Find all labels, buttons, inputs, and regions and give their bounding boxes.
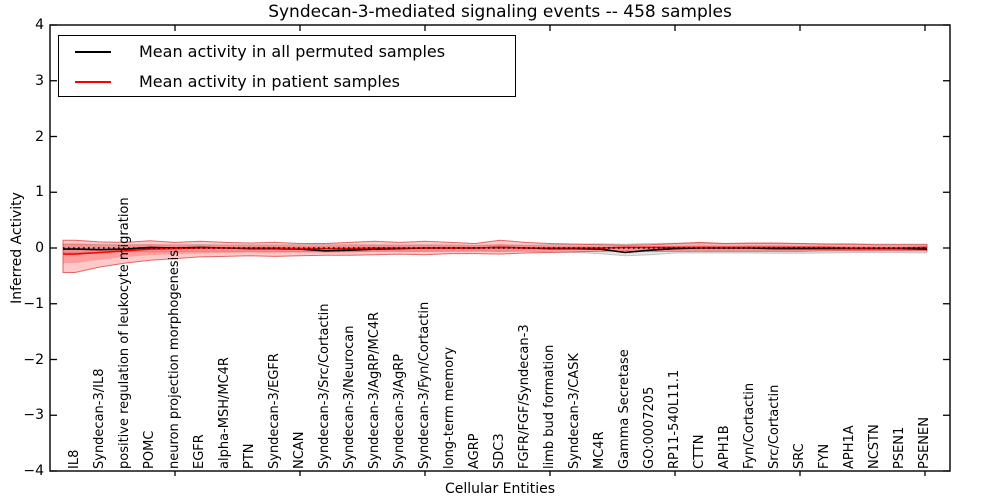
y-tick-label: −1 — [23, 295, 44, 312]
y-tick-label: −2 — [23, 351, 44, 368]
y-tick-label: −3 — [23, 407, 44, 424]
x-tick-label: NCAN — [292, 431, 307, 469]
x-tick-label: APH1A — [842, 425, 857, 469]
x-tick-label: PSENEN — [917, 417, 932, 469]
x-tick-label: NCSTN — [867, 424, 882, 469]
x-tick-label: positive regulation of leukocyte migrati… — [117, 197, 132, 469]
x-tick-label: MC4R — [592, 431, 607, 469]
x-tick-label: Gamma Secretase — [617, 349, 632, 469]
x-tick-label: GO:0007205 — [642, 386, 657, 469]
x-tick-label: Syndecan-3/IL8 — [92, 368, 107, 469]
x-tick-label: Syndecan-3/AgRP — [392, 353, 407, 469]
x-tick-label: EGFR — [192, 434, 207, 469]
legend-label: Mean activity in all permuted samples — [139, 42, 446, 61]
x-tick-label: SRC — [792, 443, 807, 469]
legend-item-patient: Mean activity in patient samples — [59, 67, 515, 96]
legend-line-black — [75, 50, 111, 53]
y-tick-label: 0 — [35, 240, 44, 256]
x-tick-label: RP11-540L11.1 — [667, 369, 682, 469]
y-tick-label: 2 — [35, 128, 44, 145]
x-tick-label: Syndecan-3/Src/Cortactin — [317, 303, 332, 469]
x-tick-label: alpha-MSH/MC4R — [217, 357, 232, 469]
x-tick-label: neuron projection morphogenesis — [167, 250, 182, 469]
y-tick-label: 1 — [35, 184, 44, 201]
x-tick-label: FGFR/FGF/Syndecan-3 — [517, 324, 532, 469]
x-tick-label: Syndecan-3/Fyn/Cortactin — [417, 301, 432, 469]
x-tick-label: Syndecan-3/EGFR — [267, 353, 282, 469]
x-tick-label: SDC3 — [492, 433, 507, 469]
x-tick-label: IL8 — [67, 449, 82, 469]
y-tick-label: −4 — [23, 463, 44, 479]
x-tick-label: PTN — [242, 443, 257, 469]
legend-line-red — [75, 80, 111, 83]
legend-item-permuted: Mean activity in all permuted samples — [59, 37, 515, 66]
x-axis-label: Cellular Entities — [444, 481, 556, 497]
chart-title: Syndecan-3-mediated signaling events -- … — [268, 2, 732, 22]
x-tick-label: Syndecan-3/AgRP/MC4R — [367, 311, 382, 469]
x-tick-label: Syndecan-3/Neurocan — [342, 325, 357, 469]
x-tick-label: FYN — [817, 443, 832, 469]
x-tick-label: limb bud formation — [542, 344, 557, 469]
x-tick-label: AGRP — [467, 433, 482, 469]
x-tick-label: long-term memory — [442, 346, 457, 469]
x-tick-label: Src/Cortactin — [767, 384, 782, 469]
band-permuted-samples-spread — [62, 242, 928, 257]
legend: Mean activity in all permuted samples Me… — [58, 35, 516, 97]
x-tick-label: Fyn/Cortactin — [742, 382, 757, 469]
x-tick-label: PSEN1 — [892, 426, 907, 469]
y-tick-label: 4 — [35, 17, 44, 33]
x-tick-label: CTTN — [692, 434, 707, 469]
y-tick-label: 3 — [35, 72, 44, 89]
legend-label: Mean activity in patient samples — [139, 72, 400, 91]
x-tick-label: APH1B — [717, 425, 732, 469]
x-tick-label: POMC — [142, 430, 157, 469]
mean-line-patient — [63, 246, 927, 255]
x-tick-label: Syndecan-3/CASK — [567, 353, 582, 469]
